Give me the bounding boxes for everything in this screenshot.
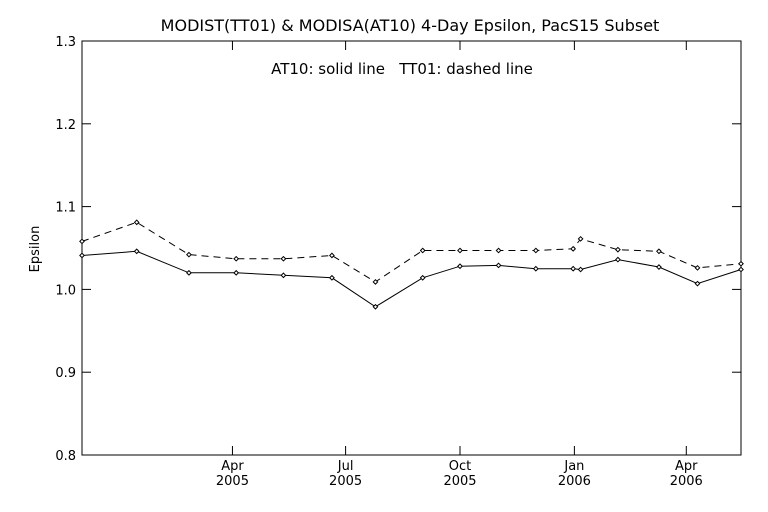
data-point-at10 (694, 280, 701, 287)
y-tick-label: 0.9 (55, 366, 76, 381)
x-tick-label-year: 2005 (443, 474, 476, 489)
data-point-tt01 (577, 235, 584, 242)
x-tick-label-month: Apr (221, 459, 244, 474)
series-layer (79, 219, 744, 310)
data-point-tt01 (419, 247, 426, 254)
data-point-tt01 (532, 247, 539, 254)
y-tick-label: 1.2 (55, 118, 76, 133)
data-point-at10 (656, 264, 662, 270)
data-point-at10 (419, 274, 426, 281)
y-axis-label: Epsilon (28, 226, 43, 273)
series-line-tt01 (81, 221, 742, 283)
data-point-tt01 (233, 255, 240, 262)
chart-annotation: AT10: solid line TT01: dashed line (271, 60, 533, 78)
x-tick-label-month: Apr (675, 459, 698, 474)
data-point-tt01 (570, 245, 577, 252)
x-tick-label-month: Jan (563, 459, 584, 474)
y-tick-label: 1.3 (55, 35, 76, 50)
x-tick-label-year: 2006 (670, 474, 703, 489)
data-point-tt01 (372, 279, 379, 285)
x-tick-label-month: Oct (449, 459, 471, 474)
data-point-tt01 (79, 238, 85, 245)
data-point-tt01 (738, 260, 744, 267)
data-point-at10 (372, 303, 379, 310)
series-line-at10 (81, 250, 742, 308)
y-axis: 0.8 0.9 1.0 1.1 1.2 1.3 (55, 35, 741, 464)
x-tick-label-year: 2006 (558, 474, 591, 489)
data-point-tt01 (694, 264, 701, 271)
data-point-at10 (457, 263, 463, 270)
x-tick-label-year: 2005 (216, 474, 249, 489)
data-point-tt01 (186, 251, 192, 258)
data-point-tt01 (133, 219, 140, 226)
data-point-tt01 (656, 248, 662, 255)
data-point-at10 (133, 248, 140, 255)
data-point-tt01 (457, 247, 463, 254)
data-point-at10 (738, 266, 744, 273)
data-point-at10 (577, 266, 584, 273)
data-point-at10 (186, 269, 192, 276)
plot-frame (81, 40, 742, 456)
data-point-at10 (329, 274, 335, 281)
data-point-tt01 (495, 247, 502, 254)
y-tick-label: 1.0 (55, 283, 76, 298)
data-point-at10 (614, 256, 621, 263)
data-point-at10 (79, 252, 85, 259)
data-point-at10 (532, 265, 539, 272)
data-point-at10 (280, 272, 287, 279)
data-point-tt01 (280, 255, 287, 262)
data-point-at10 (570, 265, 577, 272)
x-tick-label-year: 2005 (329, 474, 362, 489)
data-point-tt01 (329, 252, 335, 259)
y-tick-label: 0.8 (55, 449, 76, 464)
y-tick-label: 1.1 (55, 201, 76, 216)
data-point-at10 (495, 262, 502, 269)
data-point-at10 (233, 269, 240, 276)
x-tick-label-month: Jul (337, 459, 354, 474)
data-point-tt01 (614, 246, 621, 253)
chart-title: MODIST(TT01) & MODISA(AT10) 4-Day Epsilo… (161, 16, 660, 35)
